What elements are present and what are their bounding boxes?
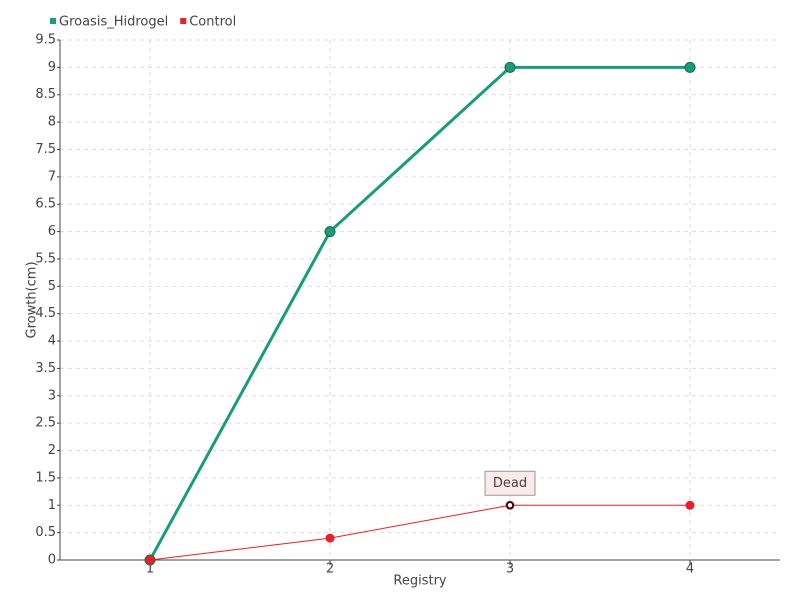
y-tick-label: 0: [48, 553, 56, 568]
y-tick-label: 6: [48, 224, 56, 239]
y-tick-label: 3.5: [35, 361, 56, 376]
data-point: [145, 555, 155, 565]
y-axis-label: Growth(cm): [25, 261, 40, 338]
y-tick-label: 0.5: [35, 525, 56, 540]
x-tick-label: 2: [326, 562, 334, 577]
y-tick-label: 4.5: [35, 306, 56, 321]
annotation-box: [484, 470, 536, 496]
y-tick-label: 3: [48, 388, 56, 403]
data-point: [504, 61, 516, 73]
data-point: [685, 500, 695, 510]
y-tick-label: 2.5: [35, 416, 56, 431]
y-tick-label: 8: [48, 115, 56, 130]
x-tick-label: 1: [146, 562, 154, 577]
data-point: [325, 533, 335, 543]
y-tick-label: 5.5: [35, 251, 56, 266]
y-tick-label: 1: [48, 498, 56, 513]
legend-label: Groasis_Hidrogel: [59, 15, 168, 30]
y-tick-label: 7.5: [35, 142, 56, 157]
legend-swatch: [50, 18, 56, 24]
y-tick-label: 9.5: [35, 33, 56, 48]
annotation-text: Dead: [493, 476, 527, 491]
data-point: [684, 61, 696, 73]
annotation: Dead: [484, 470, 536, 510]
y-tick-label: 1.5: [35, 470, 56, 485]
x-tick-label: 3: [506, 562, 514, 577]
y-tick-label: 4: [48, 334, 56, 349]
x-axis-label: Registry: [393, 574, 447, 589]
y-tick-label: 6.5: [35, 197, 56, 212]
series-line: [148, 65, 690, 561]
y-tick-label: 9: [48, 60, 56, 75]
annotation-point: [506, 501, 514, 510]
y-tick-label: 5: [48, 279, 56, 294]
legend-label: Control: [189, 15, 236, 30]
y-tick-label: 2: [48, 443, 56, 458]
y-tick-label: 8.5: [35, 87, 56, 102]
series-line: [149, 504, 690, 561]
legend-swatch: [180, 18, 187, 24]
x-tick-label: 4: [686, 562, 694, 577]
data-point: [324, 226, 336, 238]
y-tick-label: 7: [48, 169, 56, 184]
